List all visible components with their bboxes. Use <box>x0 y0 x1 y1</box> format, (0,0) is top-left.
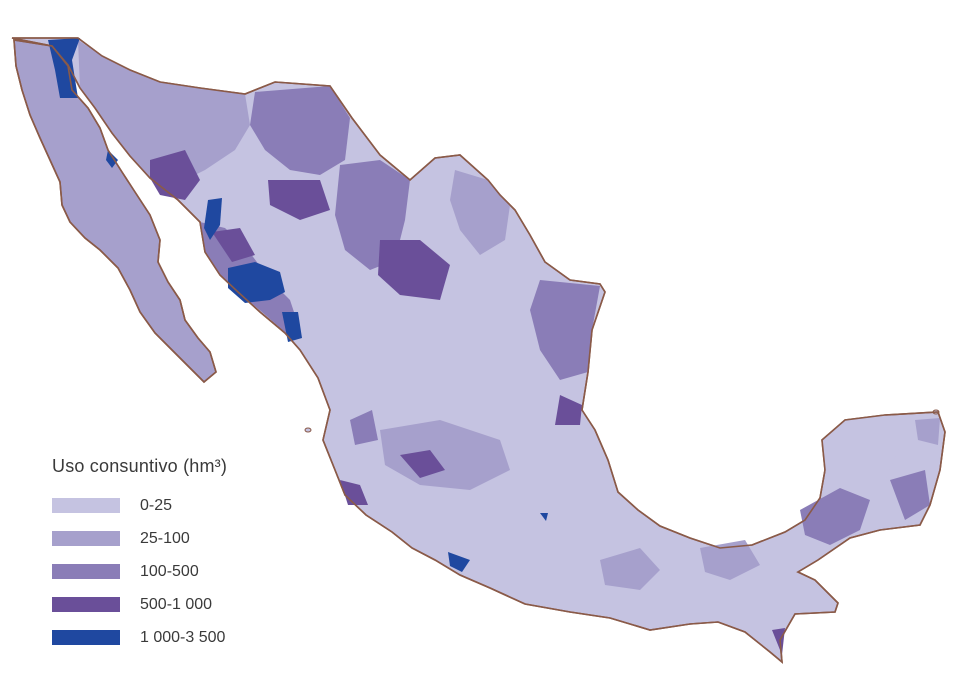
region-bajio <box>380 420 510 490</box>
region-campeche <box>800 488 870 545</box>
region-tampico <box>555 395 582 425</box>
region-acapulco <box>448 552 470 572</box>
region-oaxaca <box>600 548 660 590</box>
region-laguna <box>378 240 450 300</box>
region-yaqui <box>204 198 222 240</box>
legend-swatch <box>52 630 120 645</box>
legend-label: 500-1 000 <box>140 595 213 613</box>
region-jalisco-coast <box>340 480 368 505</box>
region-santa-rosalia <box>106 150 118 168</box>
region-nayarit <box>350 410 378 445</box>
legend-label: 1 000-3 500 <box>140 628 226 646</box>
legend-title: Uso consuntivo (hm³) <box>52 456 228 476</box>
region-nuevo-leon <box>450 170 510 255</box>
region-sonora <box>78 40 250 185</box>
region-chihuahua-center <box>268 180 330 220</box>
region-cancun <box>915 418 940 445</box>
region-quintana-roo <box>890 470 930 520</box>
region-chihuahua-north <box>250 86 350 175</box>
legend-label: 25-100 <box>140 529 190 547</box>
legend-item: 0-25 <box>52 489 227 522</box>
legend-label: 100-500 <box>140 562 199 580</box>
country-outline <box>11 37 946 664</box>
region-sinaloa-north <box>212 228 255 262</box>
region-tabasco <box>700 540 760 580</box>
region-mexico-city <box>540 513 548 521</box>
legend-item: 25-100 <box>52 522 227 555</box>
region-culiacan <box>228 262 285 303</box>
legend-item: 1 000-3 500 <box>52 621 227 654</box>
legend-swatch <box>52 498 120 513</box>
island <box>304 427 312 433</box>
map-legend: Uso consuntivo (hm³) 0-25 25-100 100-500… <box>52 456 227 654</box>
region-yucatan-north <box>822 415 900 505</box>
region-bajio-dark <box>400 450 445 478</box>
legend-swatch <box>52 597 120 612</box>
legend-item: 500-1 000 <box>52 588 227 621</box>
legend-swatch <box>52 564 120 579</box>
region-mexicali <box>48 38 80 98</box>
legend-swatch <box>52 531 120 546</box>
legend-item: 100-500 <box>52 555 227 588</box>
region-tamaulipas <box>530 280 600 380</box>
baja-outline <box>13 39 217 384</box>
legend-label: 0-25 <box>140 496 173 514</box>
region-chiapas-south <box>772 628 785 655</box>
